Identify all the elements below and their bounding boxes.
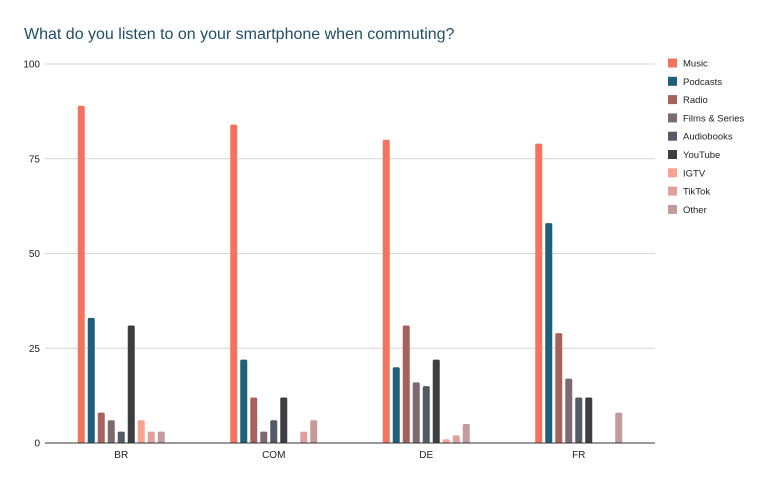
bar-podcasts-de: [392, 367, 400, 443]
y-tick-label: 0: [34, 439, 40, 450]
bar-music-de: [382, 139, 390, 444]
legend-label: Audiobooks: [683, 132, 733, 143]
bar-tiktok-de: [452, 435, 460, 443]
chart-title: What do you listen to on your smartphone…: [24, 26, 455, 43]
bar-other-fr: [615, 412, 623, 443]
bar-radio-com: [250, 397, 258, 443]
bar-youtube-com: [280, 397, 288, 443]
bar-youtube-de: [432, 359, 440, 443]
y-tick-label: 50: [29, 249, 41, 260]
bar-music-com: [230, 124, 238, 443]
gridlines: [45, 63, 655, 349]
bar-youtube-br: [127, 325, 135, 443]
bar-films-series-br: [107, 420, 115, 443]
legend: Music Podcasts Radio Films & Series Audioboo…: [668, 58, 744, 216]
legend-swatch: [668, 168, 677, 178]
legend-swatch: [668, 131, 677, 141]
legend-label: Other: [683, 205, 707, 216]
legend-label: TikTok: [683, 187, 710, 198]
x-axis-ticks: BR COM DE FR: [114, 450, 585, 461]
y-tick-label: 75: [29, 154, 41, 165]
x-tick-label: COM: [262, 450, 285, 461]
y-axis-ticks: 0 25 50 75 100: [23, 60, 40, 450]
x-tick-label: DE: [419, 450, 433, 461]
bar-podcasts-br: [87, 317, 95, 443]
bar-youtube-fr: [585, 397, 593, 443]
legend-label: Films & Series: [683, 113, 744, 124]
legend-swatch: [668, 204, 677, 214]
bar-films-series-com: [260, 431, 268, 443]
bar-igtv-de: [442, 439, 450, 443]
bar-podcasts-com: [240, 359, 248, 443]
bar-radio-de: [402, 325, 410, 443]
legend-swatch: [668, 113, 677, 123]
y-tick-label: 25: [29, 344, 41, 355]
bar-films-series-de: [412, 382, 420, 443]
legend-swatch: [668, 186, 677, 196]
legend-label: IGTV: [683, 168, 706, 179]
legend-label: Podcasts: [683, 77, 722, 88]
bar-other-br: [157, 431, 165, 443]
legend-label: Radio: [683, 95, 708, 106]
legend-swatch: [668, 76, 677, 86]
bar-audiobooks-br: [117, 431, 125, 443]
bar-audiobooks-com: [270, 420, 278, 443]
bar-other-de: [462, 424, 470, 443]
bar-music-fr: [535, 143, 543, 443]
x-tick-label: FR: [572, 450, 585, 461]
legend-swatch: [668, 58, 677, 68]
y-tick-label: 100: [23, 60, 40, 71]
bar-tiktok-br: [147, 431, 155, 443]
legend-swatch: [668, 95, 677, 105]
legend-label: Music: [683, 59, 708, 70]
bar-other-com: [310, 420, 318, 443]
bar-audiobooks-de: [422, 386, 430, 443]
bar-music-br: [77, 105, 85, 443]
bar-films-series-fr: [565, 378, 573, 443]
bar-igtv-br: [137, 420, 145, 443]
bar-radio-br: [97, 412, 105, 443]
bar-podcasts-fr: [545, 223, 553, 443]
bar-radio-fr: [555, 333, 563, 443]
bar-audiobooks-fr: [575, 397, 583, 443]
legend-swatch: [668, 150, 677, 159]
bar-tiktok-com: [300, 431, 308, 443]
x-tick-label: BR: [114, 450, 128, 461]
bars: [77, 105, 623, 444]
legend-label: YouTube: [683, 150, 720, 161]
